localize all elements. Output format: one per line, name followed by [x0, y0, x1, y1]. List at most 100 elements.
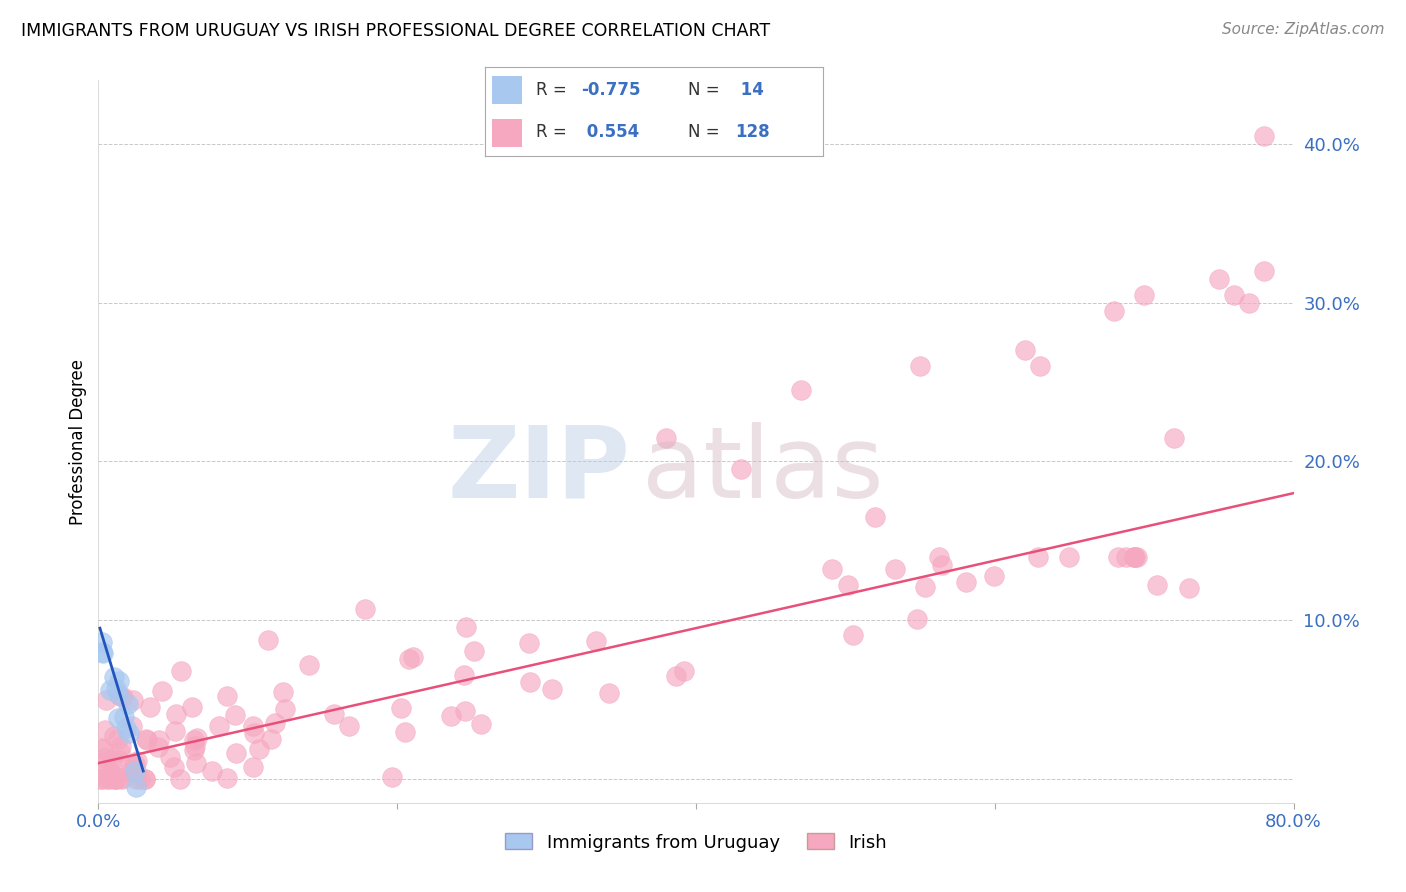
Point: [186, 756, 208, 771]
Point: [1115, 549, 1137, 564]
Point: [183, 733, 205, 747]
Point: [1237, 295, 1260, 310]
Bar: [492, 76, 522, 104]
Point: [1125, 549, 1147, 564]
Point: [89, 772, 111, 786]
Point: [125, 772, 148, 786]
Point: [217, 689, 239, 703]
Point: [1026, 549, 1049, 564]
Point: [105, 772, 128, 786]
Point: [146, 740, 169, 755]
Point: [201, 764, 224, 778]
Point: [108, 745, 131, 759]
Point: [1014, 343, 1036, 358]
Point: [1163, 431, 1185, 445]
Text: atlas: atlas: [643, 422, 884, 519]
Point: [139, 699, 162, 714]
Point: [110, 739, 132, 754]
Point: [134, 772, 156, 786]
Point: [98, 772, 121, 786]
Point: [905, 612, 928, 626]
Point: [165, 723, 187, 738]
Point: [93, 723, 115, 737]
Point: [186, 731, 208, 746]
Point: [183, 743, 205, 757]
Point: [821, 562, 844, 576]
Point: [517, 636, 540, 650]
Point: [159, 750, 181, 764]
Point: [354, 601, 377, 615]
Point: [298, 657, 321, 672]
Point: [134, 772, 156, 786]
Point: [585, 634, 607, 648]
Point: [1223, 287, 1246, 301]
Point: [1057, 549, 1080, 564]
Bar: [492, 119, 522, 147]
Point: [454, 704, 477, 718]
Point: [247, 742, 270, 756]
Point: [1126, 549, 1149, 564]
Point: [955, 574, 977, 589]
Point: [1133, 287, 1156, 301]
Point: [884, 562, 907, 576]
Point: [260, 732, 283, 747]
Point: [665, 668, 688, 682]
Point: [837, 578, 859, 592]
Point: [730, 462, 752, 476]
Text: R =: R =: [536, 80, 572, 99]
Point: [108, 690, 131, 704]
Text: Source: ZipAtlas.com: Source: ZipAtlas.com: [1222, 22, 1385, 37]
Point: [1123, 549, 1146, 564]
Point: [1107, 549, 1129, 564]
Point: [97, 762, 120, 776]
Point: [112, 690, 135, 704]
Text: IMMIGRANTS FROM URUGUAY VS IRISH PROFESSIONAL DEGREE CORRELATION CHART: IMMIGRANTS FROM URUGUAY VS IRISH PROFESS…: [21, 22, 770, 40]
Point: [103, 730, 125, 744]
Point: [96, 772, 118, 786]
Point: [112, 709, 135, 723]
Point: [98, 683, 121, 698]
Point: [165, 706, 187, 721]
Point: [1253, 128, 1275, 143]
Point: [124, 760, 146, 774]
Text: 0.554: 0.554: [581, 123, 640, 141]
Point: [122, 693, 145, 707]
Point: [183, 739, 205, 753]
Text: 14: 14: [735, 80, 763, 99]
Point: [105, 772, 128, 786]
Point: [381, 770, 404, 784]
Point: [118, 726, 141, 740]
Point: [865, 510, 887, 524]
Point: [389, 700, 412, 714]
Point: [111, 772, 134, 786]
Point: [908, 359, 931, 373]
Point: [148, 732, 170, 747]
Point: [243, 726, 266, 740]
Point: [208, 719, 231, 733]
Point: [463, 643, 485, 657]
Point: [110, 771, 132, 785]
Point: [91, 756, 114, 771]
Point: [470, 717, 492, 731]
Point: [121, 719, 143, 733]
Legend: Immigrants from Uruguay, Irish: Immigrants from Uruguay, Irish: [498, 826, 894, 859]
Point: [91, 645, 114, 659]
Point: [655, 431, 678, 445]
Point: [103, 670, 125, 684]
Point: [257, 633, 280, 648]
Point: [91, 635, 114, 649]
Point: [90, 741, 112, 756]
Point: [91, 646, 114, 660]
Point: [271, 685, 294, 699]
Point: [170, 664, 193, 678]
Point: [169, 772, 191, 786]
Point: [108, 674, 131, 689]
Point: [456, 620, 478, 634]
Point: [1208, 272, 1230, 286]
Point: [519, 674, 541, 689]
Point: [1146, 578, 1168, 592]
Point: [983, 569, 1005, 583]
Point: [96, 693, 118, 707]
Point: [91, 772, 114, 786]
Text: R =: R =: [536, 123, 572, 141]
